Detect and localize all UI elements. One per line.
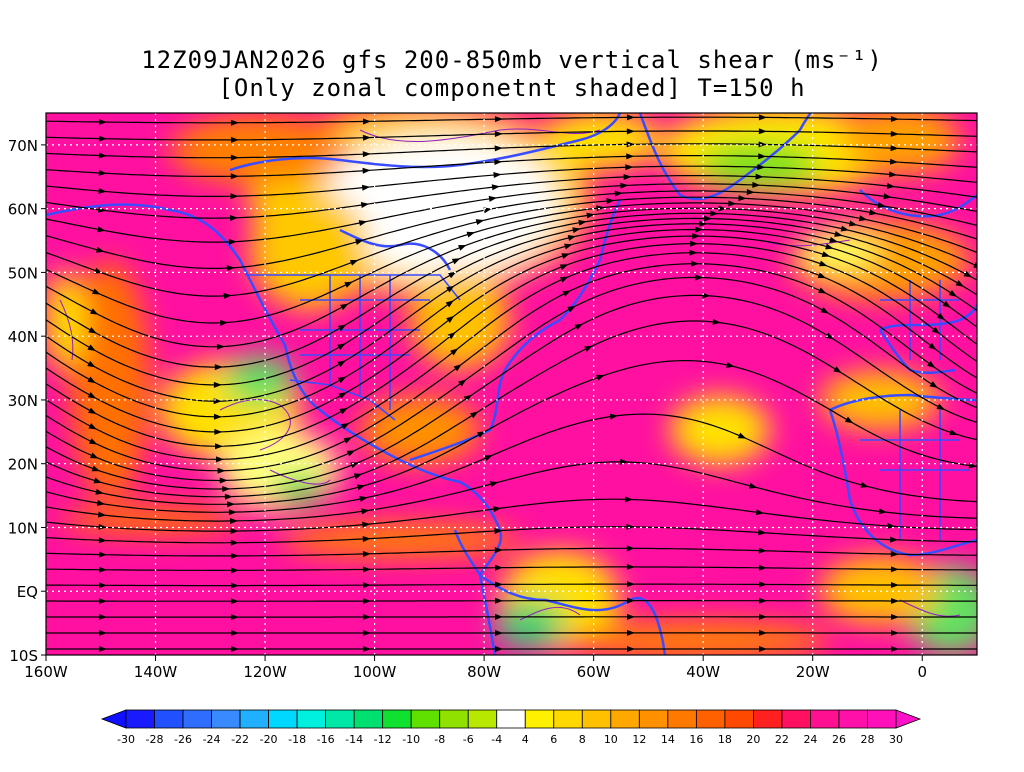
colorbar-swatch [525,710,554,728]
shear-region [250,190,370,310]
lon-axis: 160W 140W 120W 100W 80W 60W 40W 20W 0 [24,655,927,681]
colorbar-tick-label: 8 [579,733,586,746]
lon-tick-label: 160W [24,663,68,681]
lon-tick-label: 140W [134,663,178,681]
streamline-arrow [985,253,994,259]
lon-tick-label: 120W [243,663,287,681]
colorbar-tick-label: -10 [402,733,420,746]
colorbar-tick-label: -14 [345,733,363,746]
colorbar-swatch [867,710,896,728]
colorbar-swatch [383,710,412,728]
lon-tick-label: 40W [686,663,720,681]
colorbar-tick-label: -6 [463,733,474,746]
colorbar-tick-label: 12 [632,733,646,746]
colorbar-swatch [155,710,184,728]
colorbar-tick-label: -12 [374,733,392,746]
colorbar-tick-label: 26 [832,733,846,746]
shear-region [670,395,770,465]
colorbar-tick-label: 14 [661,733,675,746]
colorbar-tick-label: -4 [491,733,502,746]
colorbar-over-arrow [896,710,920,728]
colorbar-swatch [810,710,839,728]
shear-region [820,555,940,625]
colorbar-swatch [554,710,583,728]
colorbar-swatch [440,710,469,728]
colorbar-tick-label: 16 [689,733,703,746]
lon-tick-label: 0 [917,663,927,681]
lat-tick-label: 10N [8,519,38,537]
lon-tick-label: 100W [353,663,397,681]
colorbar-tick-label: -8 [434,733,445,746]
colorbar-tick-label: -18 [288,733,306,746]
colorbar-tick-label: 6 [550,733,557,746]
colorbar-tick-label: 30 [889,733,903,746]
colorbar-tick-label: -26 [174,733,192,746]
colorbar-swatch [582,710,611,728]
shear-region [170,115,350,185]
colorbar-tick-label: 18 [718,733,732,746]
lon-tick-label: 20W [796,663,830,681]
colorbar-swatch [411,710,440,728]
streamline [36,601,990,602]
colorbar-swatch [839,710,868,728]
colorbar-swatch [354,710,383,728]
colorbar-swatch [269,710,298,728]
lon-tick-label: 60W [577,663,611,681]
colorbar-swatch [668,710,697,728]
colorbar-tick-label: 28 [860,733,874,746]
colorbar-tick-label: -30 [117,733,135,746]
colorbar: -30 -28 -26 -24 -22 -20 -18 -16 -14 -12 -10 -8 -6 -4 4… [102,710,920,746]
colorbar-tick-label: -16 [317,733,335,746]
colorbar-swatch [326,710,355,728]
colorbar-swatch [468,710,497,728]
lat-tick-label: 40N [8,328,38,346]
colorbar-swatch [183,710,212,728]
colorbar-tick-label: 4 [522,733,529,746]
lat-tick-label: 50N [8,264,38,282]
lat-axis: 70N 60N 50N 40N 30N 20N 10N EQ 10S [8,137,46,665]
colorbar-swatch [725,710,754,728]
colorbar-tick-label: 22 [775,733,789,746]
colorbar-swatch [753,710,782,728]
colorbar-tick-label: -20 [260,733,278,746]
colorbar-tick-label: 10 [604,733,618,746]
lat-tick-label: 60N [8,201,38,219]
colorbar-swatch [639,710,668,728]
colorbar-under-arrow [102,710,126,728]
colorbar-tick-label: -28 [146,733,164,746]
colorbar-swatch [240,710,269,728]
lat-tick-label: 20N [8,456,38,474]
colorbar-swatch [611,710,640,728]
lat-tick-label: 30N [8,392,38,410]
lat-tick-label: 10S [9,647,38,665]
colorbar-swatch [126,710,155,728]
colorbar-swatch [497,710,526,728]
colorbar-tick-label: -22 [231,733,249,746]
colorbar-tick-label: -24 [203,733,221,746]
lon-tick-label: 80W [467,663,501,681]
shear-region [570,620,830,660]
colorbar-swatch [782,710,811,728]
lat-tick-label: EQ [17,583,38,601]
colorbar-swatch [696,710,725,728]
colorbar-tick-label: 20 [746,733,760,746]
colorbar-swatch [212,710,241,728]
colorbar-tick-label: 24 [803,733,817,746]
lat-tick-label: 70N [8,137,38,155]
colorbar-swatch [297,710,326,728]
